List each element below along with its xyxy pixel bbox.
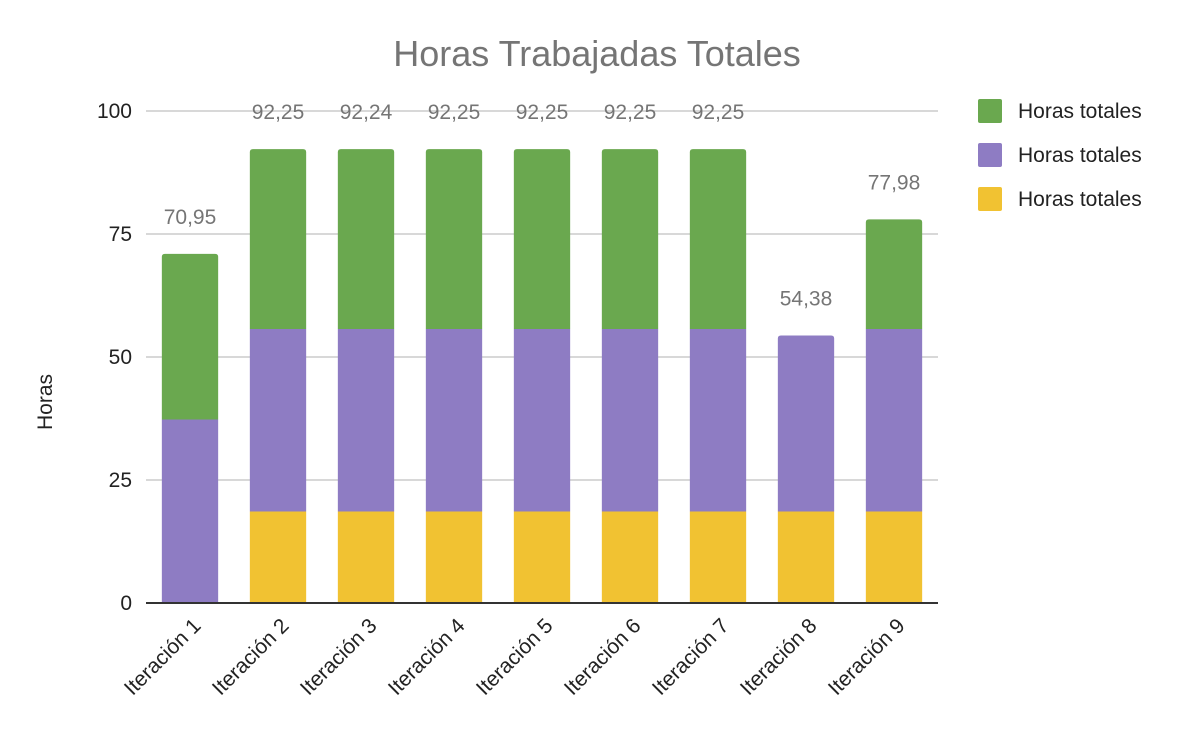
y-tick-label: 25 (109, 469, 132, 492)
bar-segment (513, 149, 571, 329)
x-tick-label: Iteración 8 (736, 614, 822, 700)
y-tick-label: 100 (97, 100, 132, 123)
x-tick-label: Iteración 9 (824, 614, 910, 700)
bar-total-label: 92,25 (428, 101, 481, 124)
bar-total-label: 92,25 (604, 101, 657, 124)
bars (161, 149, 923, 603)
bar-segment (689, 149, 747, 329)
bar-segment (777, 335, 835, 512)
legend-swatch (978, 187, 1002, 211)
bar-segment (601, 149, 659, 329)
legend-swatch (978, 99, 1002, 123)
bar-segment (777, 511, 835, 603)
x-tick-label: Iteración 5 (472, 614, 558, 700)
bar-segment (865, 328, 923, 512)
y-tick-label: 75 (109, 223, 132, 246)
bar-total-label: 92,25 (516, 101, 569, 124)
x-tick-label: Iteración 2 (208, 614, 294, 700)
legend-label: Horas totales (1018, 144, 1142, 167)
bar-total-label: 92,25 (252, 101, 305, 124)
chart-title: Horas Trabajadas Totales (393, 33, 801, 74)
bar-segment (689, 328, 747, 512)
bar-segment (161, 253, 219, 420)
bar-segment (161, 419, 219, 603)
x-tick-label: Iteración 3 (296, 614, 382, 700)
bar-segment (249, 149, 307, 329)
x-tick-label: Iteración 1 (120, 614, 206, 700)
bar-segment (249, 511, 307, 603)
bar-segment (513, 328, 571, 512)
legend-swatch (978, 143, 1002, 167)
bar-segment (425, 511, 483, 603)
bar-total-label: 77,98 (868, 171, 921, 194)
bar-segment (601, 511, 659, 603)
bar-segment (865, 219, 923, 329)
bar-total-label: 92,24 (340, 101, 393, 124)
legend-label: Horas totales (1018, 188, 1142, 211)
bar-segment (337, 328, 395, 512)
bar-segment (513, 511, 571, 603)
bar-segment (337, 511, 395, 603)
y-axis-label: Horas (34, 374, 57, 430)
bar-total-label: 54,38 (780, 287, 833, 310)
bar-total-label: 70,95 (164, 206, 217, 229)
bar-segment (865, 511, 923, 603)
x-tick-label: Iteración 4 (384, 614, 470, 700)
bar-segment (689, 511, 747, 603)
bar-total-label: 92,25 (692, 101, 745, 124)
bar-segment (425, 149, 483, 329)
x-tick-label: Iteración 6 (560, 614, 646, 700)
bar-segment (601, 328, 659, 512)
y-tick-label: 0 (120, 592, 132, 615)
legend: Horas totales Horas totales Horas totales (978, 99, 1142, 211)
bar-segment (425, 328, 483, 512)
y-tick-label: 50 (109, 346, 132, 369)
bar-segment (337, 149, 395, 329)
legend-label: Horas totales (1018, 100, 1142, 123)
x-tick-label: Iteración 7 (648, 614, 734, 700)
bar-segment (249, 328, 307, 512)
total-labels: 70,95 92,25 92,24 92,25 92,25 92,25 92,25 54,38… (164, 101, 921, 310)
